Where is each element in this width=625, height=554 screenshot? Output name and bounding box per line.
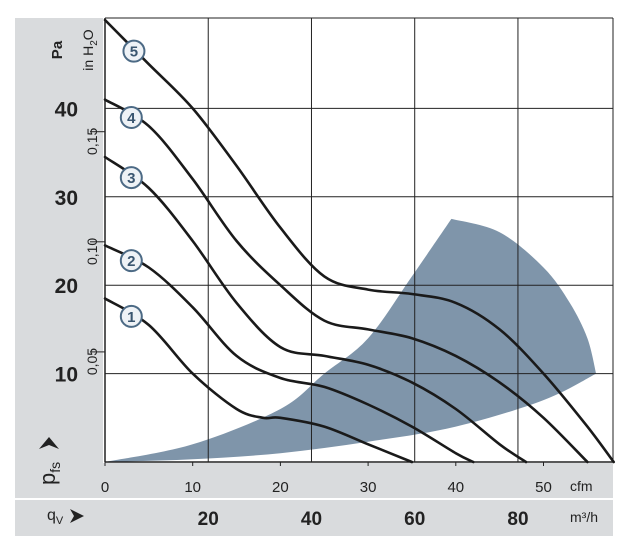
m3h-unit-label: m³/h bbox=[570, 509, 598, 525]
pa-tick-label: 20 bbox=[55, 275, 78, 298]
curve-2 bbox=[103, 244, 475, 464]
flow-symbol-main: q bbox=[47, 507, 56, 524]
pa-unit-label: Pa bbox=[49, 40, 66, 59]
flow-symbol: qV bbox=[47, 507, 64, 527]
cfm-unit-label: cfm bbox=[570, 478, 593, 494]
curve-4 bbox=[103, 98, 589, 464]
operating-region bbox=[105, 218, 597, 462]
curve-5 bbox=[103, 18, 615, 464]
pressure-arrow-icon bbox=[39, 437, 59, 449]
curve-marker-4: 4 bbox=[119, 105, 143, 129]
m3h-tick-layer: 20 40 60 80 bbox=[198, 509, 529, 530]
marker-layer: 1 2 3 4 5 bbox=[119, 39, 146, 328]
m3h-tick-label: 80 bbox=[507, 509, 528, 530]
cfm-tick-label: 20 bbox=[272, 479, 289, 496]
curve-marker-2: 2 bbox=[119, 249, 143, 273]
m3h-tick-label: 40 bbox=[301, 509, 322, 530]
pressure-symbol: pfs bbox=[35, 462, 63, 485]
cfm-tick-label: 10 bbox=[184, 479, 201, 496]
curve-marker-label: 3 bbox=[127, 170, 135, 187]
curve-marker-circle bbox=[119, 304, 143, 328]
grid-layer bbox=[104, 17, 614, 463]
cfm-tick-label: 0 bbox=[101, 479, 109, 496]
inh2o-tick-label: 0,15 bbox=[84, 127, 100, 154]
curve-marker-5: 5 bbox=[122, 39, 146, 63]
curve-1 bbox=[103, 297, 414, 464]
pa-tick-layer: 10 20 30 40 bbox=[55, 98, 78, 386]
curve-3 bbox=[103, 155, 528, 464]
curve-marker-circle bbox=[119, 105, 143, 129]
inh2o-unit-sub: 2 bbox=[89, 40, 100, 46]
curve-marker-circle bbox=[119, 166, 143, 190]
inh2o-tick-layer: 0,05 0,10 0,15 bbox=[84, 127, 105, 375]
curve-marker-circle bbox=[122, 39, 146, 63]
pressure-symbol-main: p bbox=[35, 473, 60, 485]
cfm-tick-label: 50 bbox=[535, 479, 552, 496]
pa-tick-label: 30 bbox=[55, 187, 78, 210]
cfm-tick-layer: 0 10 20 30 40 50 bbox=[101, 462, 552, 496]
flow-arrow-icon bbox=[70, 509, 84, 523]
pa-tick-label: 40 bbox=[55, 98, 78, 121]
curve-marker-circle bbox=[119, 249, 143, 273]
m3h-tick-label: 60 bbox=[404, 509, 425, 530]
cfm-tick-label: 30 bbox=[360, 479, 377, 496]
inh2o-tick-label: 0,05 bbox=[84, 348, 100, 375]
m3h-tick-label: 20 bbox=[198, 509, 219, 530]
bottom-axis-band bbox=[15, 463, 613, 498]
pressure-symbol-sub: fs bbox=[47, 462, 63, 473]
curve-marker-3: 3 bbox=[119, 166, 143, 190]
inh2o-tick-label: 0,10 bbox=[84, 238, 100, 265]
inh2o-unit-tail: O bbox=[80, 29, 96, 40]
pa-tick-label: 10 bbox=[55, 364, 78, 387]
curve-marker-label: 2 bbox=[127, 253, 135, 270]
curve-marker-label: 5 bbox=[130, 44, 138, 61]
curve-marker-label: 1 bbox=[127, 309, 135, 326]
inh2o-unit-main: in H bbox=[80, 46, 96, 71]
flow-band bbox=[15, 500, 613, 536]
curve-marker-1: 1 bbox=[119, 304, 143, 328]
flow-symbol-sub: V bbox=[56, 515, 64, 527]
cfm-tick-label: 40 bbox=[447, 479, 464, 496]
left-axis-band bbox=[15, 18, 103, 463]
inh2o-unit-label: in H2O bbox=[80, 29, 100, 70]
curve-layer bbox=[103, 18, 615, 464]
curve-marker-label: 4 bbox=[127, 110, 136, 127]
operating-region-layer bbox=[105, 218, 597, 462]
